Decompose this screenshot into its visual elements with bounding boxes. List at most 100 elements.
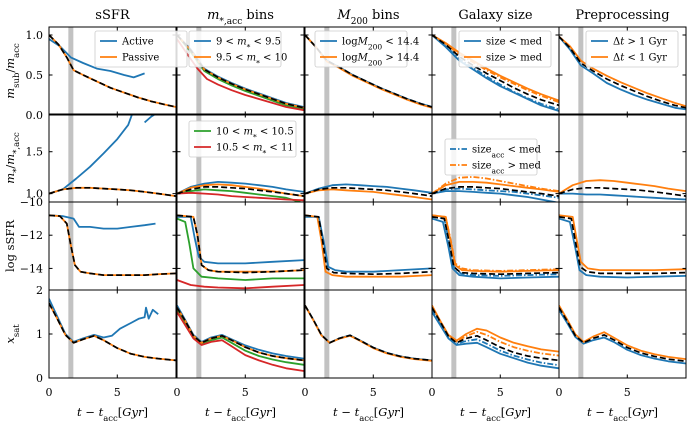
series-line [305, 304, 432, 362]
column-title-part: bins [368, 8, 400, 23]
panel-series-r3-c3 [432, 304, 559, 370]
x-tick-label: 5 [497, 386, 504, 399]
y-axis-label-part: sat [12, 324, 22, 337]
x-axis-label: t − tacc[Gyr] [205, 405, 276, 424]
series-line [177, 311, 304, 372]
accretion-band-r3-c3 [451, 290, 457, 378]
panel-series-r1-c4 [559, 179, 686, 201]
column-title: M200 bins [336, 8, 399, 27]
legend-label-part: 9 < [216, 37, 237, 48]
x-axis-label-part: − [592, 405, 609, 419]
x-tick-label: 0 [174, 386, 181, 399]
panel-series-r3-c1 [177, 304, 304, 372]
series-line [432, 217, 559, 280]
legend-label-part: log [342, 37, 358, 48]
x-tick-label: 0 [556, 386, 563, 399]
x-axis-label-part: ] [271, 405, 276, 419]
series-line [559, 192, 686, 201]
accretion-band-r3-c0 [68, 290, 74, 378]
panel-series-r1-c2 [305, 183, 432, 201]
x-axis-label-part: − [210, 405, 227, 419]
panel-frame-r3-c2 [304, 289, 433, 379]
x-axis-label-part: acc [103, 414, 118, 424]
series-line [559, 36, 686, 109]
legend-label-part: 10 < [216, 127, 243, 138]
x-axis-label-part: [ [628, 405, 633, 419]
legend-box [188, 120, 297, 158]
legend-label-part: log [342, 53, 358, 64]
column-title: sSFR [95, 8, 131, 23]
legend-label: size > med [486, 53, 543, 64]
x-tick-label: 0 [429, 386, 436, 399]
legend-box [458, 30, 552, 68]
y-tick-label: 1.0 [26, 29, 44, 42]
column-title-part: *,acc [219, 17, 242, 27]
column-title-part: sSFR [95, 8, 131, 23]
y-axis-label-part: sub [12, 72, 22, 88]
x-axis-label-part: Gyr [505, 405, 528, 419]
legend-label-part: size > med [486, 53, 543, 64]
series-line [432, 186, 559, 197]
column-title: Galaxy size [458, 8, 533, 23]
y-axis-label-part: m [3, 88, 17, 99]
series-line [49, 302, 176, 362]
legend-label: size < med [486, 37, 543, 48]
series-line [177, 186, 304, 197]
legend-label: 9 < m* < 9.5 [216, 37, 281, 52]
y-tick-label: −14 [20, 262, 43, 275]
legend-box [444, 138, 538, 176]
x-axis-label-part: Gyr [250, 405, 273, 419]
series-line [559, 179, 686, 195]
y-tick-label: −10 [20, 196, 43, 209]
panel-series-r1-c0 [49, 114, 176, 197]
x-axis-label: t − tacc[Gyr] [333, 405, 404, 424]
series-line [177, 217, 304, 281]
y-axis-label: log sSFR [3, 220, 17, 272]
panel-series-r2-c4 [559, 214, 686, 279]
x-axis-label-part: acc [613, 414, 628, 424]
y-tick-label: 1 [36, 328, 43, 341]
series-line [177, 279, 304, 290]
panel-series-r2-c1 [177, 214, 304, 290]
y-tick-label: 0 [36, 372, 43, 385]
legend-label-part: size [472, 145, 492, 156]
x-tick-label: 5 [114, 386, 121, 399]
panel-frame-r3-c1 [176, 289, 305, 379]
legend-label-part: > 1 Gyr [624, 37, 667, 48]
y-axis-label-part: m [3, 58, 17, 69]
series-line [559, 307, 686, 363]
legend-label-part: < 1 Gyr [624, 53, 667, 64]
x-axis-label-part: Gyr [378, 405, 401, 419]
panel-frame-r0-c4 [558, 26, 687, 116]
legend-label-part: M [357, 53, 369, 64]
x-tick-label: 0 [46, 386, 53, 399]
legend-label-part: * [263, 148, 267, 157]
y-axis-label: msub/macc [3, 43, 22, 99]
legend-label: sizeacc < med [472, 145, 542, 160]
series-line [49, 214, 176, 276]
legend-label-part: * [247, 42, 251, 51]
panel-frame-r2-c0 [48, 201, 177, 291]
x-axis-label-part: − [82, 405, 99, 419]
legend-label-part: m [243, 127, 252, 138]
y-tick-label: 0.0 [26, 109, 44, 122]
legend-label-part: 9.5 < [216, 53, 247, 64]
legend-label-part: m [247, 53, 256, 64]
x-axis-label-part: [ [246, 405, 251, 419]
legend-label-part: < 11 [266, 143, 293, 154]
y-axis-label-part: acc [12, 43, 22, 58]
series-line [559, 217, 686, 279]
series-line [559, 35, 686, 108]
series-line [49, 302, 176, 362]
legend-label-part: 200 [368, 58, 383, 67]
legend-label-part: m [253, 143, 262, 154]
legend-label: logM200 > 14.4 [342, 53, 419, 68]
series-line [49, 214, 176, 276]
panel-series-r1-c1 [177, 181, 304, 202]
series-line [305, 304, 432, 362]
x-axis-label-part: t [460, 405, 465, 419]
series-line [49, 186, 176, 197]
accretion-band-r0-c0 [68, 27, 74, 115]
legend-label-part: * [256, 58, 260, 67]
